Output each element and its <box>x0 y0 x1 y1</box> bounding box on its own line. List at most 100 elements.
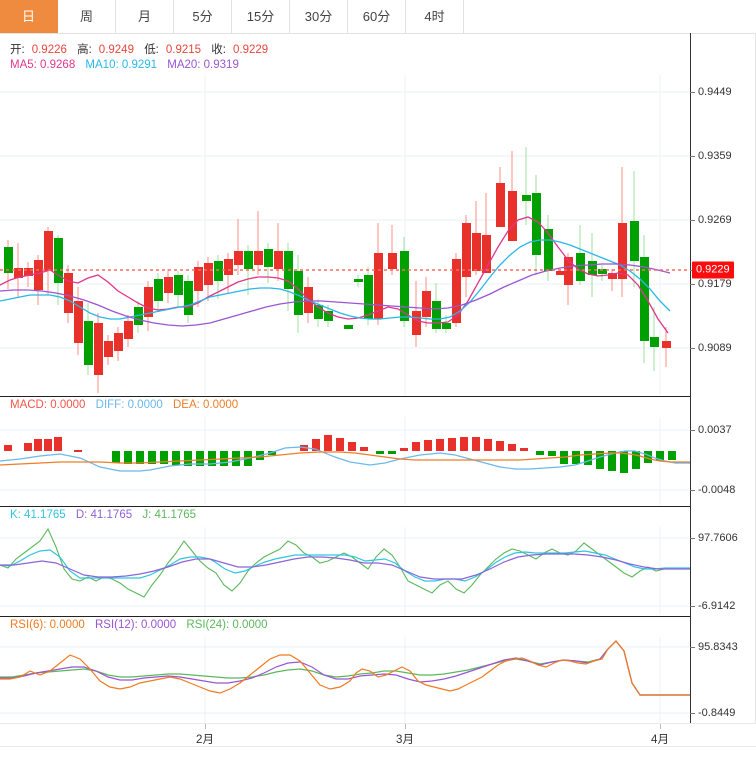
tab-15min[interactable]: 15分 <box>232 0 290 33</box>
tab-60min-label: 60分 <box>362 9 391 24</box>
candle <box>24 268 33 276</box>
tab-month[interactable]: 月 <box>116 0 174 33</box>
macd-kdj-separator <box>0 506 690 507</box>
candle <box>472 233 481 271</box>
tab-30min[interactable]: 30分 <box>290 0 348 33</box>
ma-legend: MA5: 0.9268 MA10: 0.9291 MA20: 0.9319 <box>10 59 246 71</box>
tab-month-label: 月 <box>137 9 151 24</box>
candle <box>400 251 409 321</box>
price-tick-4 <box>690 348 695 349</box>
rsi6-line <box>0 640 690 696</box>
open-label: 开: <box>10 44 25 56</box>
candle <box>364 275 373 319</box>
candle <box>388 253 397 269</box>
rsi-gridlines <box>0 646 690 714</box>
kdj-gridlines <box>0 537 690 607</box>
tab-5min-label: 5分 <box>192 9 213 24</box>
candle <box>124 321 133 339</box>
open-value: 0.9226 <box>31 44 67 56</box>
tab-5min[interactable]: 5分 <box>174 0 232 33</box>
candle <box>134 307 143 325</box>
kdj-d-line <box>0 553 690 580</box>
kdj-panel[interactable] <box>0 527 690 615</box>
candlestick-series <box>4 147 671 393</box>
candle <box>662 341 671 348</box>
candle <box>544 229 553 271</box>
kdj-plot <box>0 527 690 615</box>
candle <box>4 247 13 273</box>
macd-gridlines <box>0 429 690 491</box>
rsi12-value: RSI(12): 0.0000 <box>95 619 177 631</box>
x-label-apr: 4月 <box>651 734 669 746</box>
candle <box>556 271 565 275</box>
candle <box>496 183 505 227</box>
candle <box>482 235 491 273</box>
candle <box>462 223 471 277</box>
x-tick-2 <box>660 724 661 729</box>
price-tick-1 <box>690 156 695 157</box>
candle <box>314 305 323 319</box>
price-label-3: 0.9179 <box>698 278 732 290</box>
kdj-rsi-separator <box>0 616 690 617</box>
candle <box>84 321 93 365</box>
candle <box>34 260 43 290</box>
tab-4hour-label: 4时 <box>424 9 445 24</box>
candle <box>564 257 573 285</box>
tab-day[interactable]: 日 <box>0 0 58 33</box>
candle <box>244 251 253 269</box>
ohlc-legend: 开: 0.9226 高: 0.9249 低: 0.9215 收: 0.9229 <box>10 41 275 57</box>
candle <box>94 323 103 375</box>
candle <box>214 261 223 281</box>
kdj-k-line <box>0 549 690 582</box>
tab-60min[interactable]: 60分 <box>348 0 406 33</box>
candlestick-plot <box>0 75 690 395</box>
tab-4hour[interactable]: 4时 <box>406 0 464 33</box>
dea-value: DEA: 0.0000 <box>172 399 239 411</box>
rsi-panel[interactable] <box>0 637 690 723</box>
candle <box>522 195 531 201</box>
high-value: 0.9249 <box>98 44 134 56</box>
rsi24-value: RSI(24): 0.0000 <box>186 619 268 631</box>
tab-30min-label: 30分 <box>304 9 333 24</box>
diff-value: DIFF: 0.0000 <box>95 399 163 411</box>
x-tick-0 <box>205 724 206 729</box>
macd-histogram <box>4 435 676 473</box>
price-tick-0 <box>690 92 695 93</box>
plot-right-border <box>690 33 691 723</box>
kdj-j-line <box>0 527 690 598</box>
candle <box>154 279 163 301</box>
d-value: D: 41.1765 <box>75 509 133 521</box>
price-vertical-gridlines <box>204 75 661 395</box>
ma20-line <box>0 263 671 327</box>
candle <box>452 259 461 323</box>
price-panel[interactable] <box>0 75 690 395</box>
candle <box>194 267 203 291</box>
timeframe-tabbar: 日 周 月 5分 15分 30分 60分 4时 <box>0 0 756 34</box>
macd-value: MACD: 0.0000 <box>10 399 86 411</box>
macd-panel[interactable] <box>0 417 690 505</box>
candle <box>532 193 541 255</box>
rsi24-line <box>0 640 690 696</box>
candle <box>640 257 649 341</box>
candle <box>422 291 431 317</box>
price-label-1: 0.9359 <box>698 150 732 162</box>
candle <box>114 333 123 351</box>
candle <box>630 221 639 261</box>
candle <box>254 251 263 265</box>
tab-week-label: 周 <box>79 9 93 24</box>
candle <box>74 301 83 343</box>
candle <box>274 251 283 269</box>
candle <box>344 325 353 329</box>
candle <box>264 249 273 267</box>
candle <box>374 253 383 319</box>
candle <box>204 263 213 285</box>
time-axis: 2月 3月 4月 <box>0 723 756 757</box>
x-label-mar: 3月 <box>396 734 414 746</box>
rsi12-line <box>0 640 690 696</box>
macd-diff-line <box>0 446 690 472</box>
bottom-border <box>0 746 756 747</box>
rsi-plot <box>0 637 690 723</box>
close-label: 收: <box>211 44 226 56</box>
candle <box>224 259 233 275</box>
tab-week[interactable]: 周 <box>58 0 116 33</box>
